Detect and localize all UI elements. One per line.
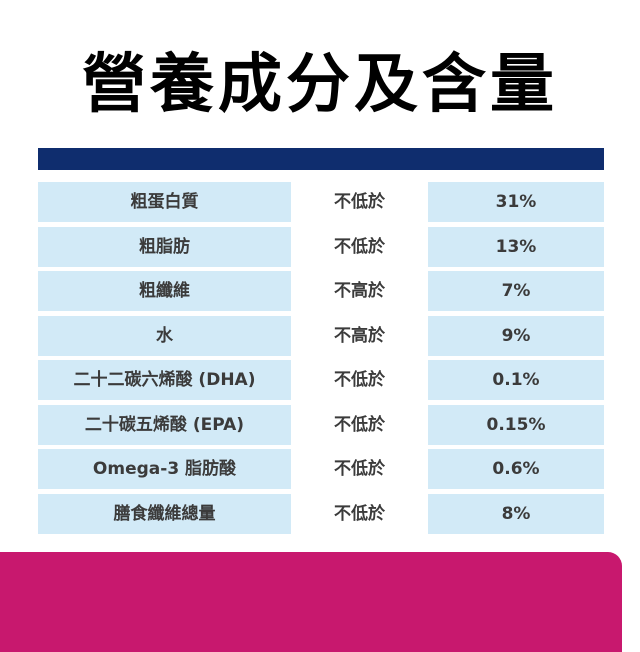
nutrient-value: 9% <box>428 315 604 356</box>
table-row: 二十二碳六烯酸 (DHA) 不低於 0.1% <box>38 360 604 400</box>
table-row: 粗蛋白質 不低於 31% <box>38 182 604 222</box>
nutrient-value: 7% <box>428 271 604 311</box>
nutrient-name: 粗蛋白質 <box>38 182 291 222</box>
nutrient-value: 0.6% <box>428 449 604 489</box>
table-row: 膳食纖維總量 不低於 8% <box>38 493 604 534</box>
nutrient-value: 8% <box>428 493 604 534</box>
table-row: 二十碳五烯酸 (EPA) 不低於 0.15% <box>38 404 604 445</box>
table-row: 粗脂肪 不低於 13% <box>38 226 604 267</box>
table-row: 水 不高於 9% <box>38 315 604 356</box>
table-row: 粗纖維 不高於 7% <box>38 271 604 311</box>
nutrient-qualifier: 不低於 <box>291 360 428 400</box>
nutrient-value: 0.1% <box>428 360 604 400</box>
nutrient-qualifier: 不高於 <box>291 315 428 356</box>
nutrient-value: 0.15% <box>428 404 604 445</box>
nutrient-name: Omega-3 脂肪酸 <box>38 449 291 489</box>
nutrient-qualifier: 不低於 <box>291 182 428 222</box>
footer-panel <box>0 552 622 652</box>
nutrient-name: 粗纖維 <box>38 271 291 311</box>
nutrient-qualifier: 不低於 <box>291 226 428 267</box>
nutrient-qualifier: 不高於 <box>291 271 428 311</box>
nutrient-qualifier: 不低於 <box>291 493 428 534</box>
nutrient-name: 膳食纖維總量 <box>38 493 291 534</box>
nutrition-table: 粗蛋白質 不低於 31% 粗脂肪 不低於 13% 粗纖維 不高於 7% 水 不高… <box>38 182 604 538</box>
nutrient-name: 二十二碳六烯酸 (DHA) <box>38 360 291 400</box>
table-header-bar <box>38 148 604 170</box>
table-row: Omega-3 脂肪酸 不低於 0.6% <box>38 449 604 489</box>
nutrient-qualifier: 不低於 <box>291 449 428 489</box>
page-title: 營養成分及含量 <box>82 48 558 122</box>
nutrient-name: 水 <box>38 315 291 356</box>
nutrient-qualifier: 不低於 <box>291 404 428 445</box>
nutrient-value: 13% <box>428 226 604 267</box>
nutrient-name: 粗脂肪 <box>38 226 291 267</box>
nutrient-name: 二十碳五烯酸 (EPA) <box>38 404 291 445</box>
nutrient-value: 31% <box>428 182 604 222</box>
